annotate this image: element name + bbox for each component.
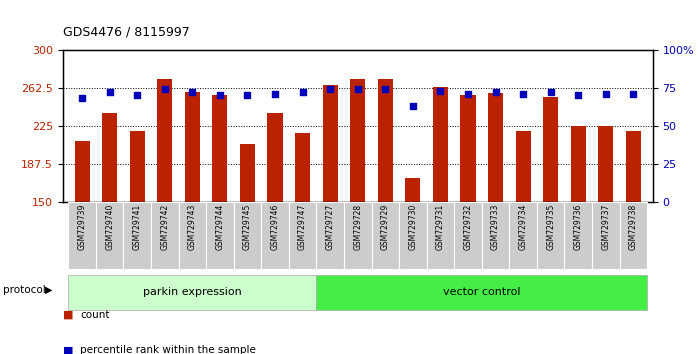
Point (572, 92, 584, 98)
Bar (350, 79, 365, 202)
Text: GSM729734: GSM729734 (519, 204, 528, 250)
Bar (322, 85, 338, 202)
Point (132, 92, 143, 98)
Text: GSM729745: GSM729745 (243, 204, 252, 250)
Bar (151, 202, 179, 269)
Bar (565, 202, 592, 269)
Bar (102, 114, 117, 202)
Bar (130, 131, 144, 202)
Point (297, 89, 309, 95)
Bar (316, 275, 647, 309)
Text: GSM729732: GSM729732 (463, 204, 473, 250)
Text: count: count (80, 310, 110, 320)
Bar (289, 202, 316, 269)
Bar (157, 79, 172, 202)
Bar (488, 93, 503, 202)
Bar (482, 202, 510, 269)
Bar (185, 92, 200, 202)
Point (545, 89, 556, 95)
Point (490, 89, 501, 95)
Text: GSM729731: GSM729731 (436, 204, 445, 250)
Text: vector control: vector control (443, 287, 521, 297)
Text: GSM729735: GSM729735 (546, 204, 555, 250)
Text: ■: ■ (63, 310, 73, 320)
Point (77, 96, 88, 101)
Bar (461, 95, 475, 202)
Text: GSM729747: GSM729747 (298, 204, 307, 250)
Bar (378, 79, 393, 202)
Text: ■: ■ (63, 346, 73, 354)
Text: GSM729741: GSM729741 (133, 204, 142, 250)
Text: GSM729736: GSM729736 (574, 204, 583, 250)
Bar (406, 178, 420, 202)
Point (104, 89, 115, 95)
Bar (234, 202, 261, 269)
Point (214, 92, 225, 98)
Text: parkin expression: parkin expression (143, 287, 242, 297)
Point (435, 88, 446, 93)
Point (269, 91, 281, 97)
Bar (212, 95, 228, 202)
Bar (75, 141, 89, 202)
Bar (371, 202, 399, 269)
Bar (96, 202, 124, 269)
Bar (626, 131, 641, 202)
Point (462, 91, 473, 97)
Bar (620, 202, 647, 269)
Bar (316, 202, 344, 269)
Text: GSM729733: GSM729733 (491, 204, 500, 250)
Point (600, 91, 611, 97)
Text: ▶: ▶ (45, 285, 52, 295)
Bar (426, 202, 454, 269)
Bar (598, 126, 614, 202)
Bar (543, 97, 558, 202)
Bar (179, 202, 206, 269)
Text: GSM729728: GSM729728 (353, 204, 362, 250)
Bar (516, 131, 530, 202)
Bar (433, 87, 448, 202)
Bar (267, 114, 283, 202)
Text: GSM729744: GSM729744 (216, 204, 225, 250)
Bar (571, 126, 586, 202)
Bar (124, 202, 151, 269)
Text: GSM729729: GSM729729 (381, 204, 389, 250)
Bar (295, 133, 310, 202)
Bar (68, 275, 316, 309)
Bar (454, 202, 482, 269)
Point (380, 86, 391, 92)
Text: GSM729727: GSM729727 (326, 204, 334, 250)
Point (517, 91, 528, 97)
Point (352, 86, 363, 92)
Bar (399, 202, 426, 269)
Text: protocol: protocol (3, 285, 46, 295)
Bar (537, 202, 565, 269)
Point (628, 91, 639, 97)
Text: GSM729738: GSM729738 (629, 204, 638, 250)
Bar (206, 202, 234, 269)
Point (242, 92, 253, 98)
Text: GDS4476 / 8115997: GDS4476 / 8115997 (63, 26, 190, 39)
Bar (68, 202, 96, 269)
Text: GSM729730: GSM729730 (408, 204, 417, 250)
Point (325, 86, 336, 92)
Bar (261, 202, 289, 269)
Point (407, 103, 418, 109)
Point (159, 86, 170, 92)
Bar (240, 144, 255, 202)
Text: GSM729742: GSM729742 (161, 204, 170, 250)
Text: GSM729737: GSM729737 (601, 204, 610, 250)
Text: GSM729739: GSM729739 (77, 204, 87, 250)
Bar (592, 202, 620, 269)
Text: GSM729746: GSM729746 (271, 204, 279, 250)
Point (187, 89, 198, 95)
Text: GSM729743: GSM729743 (188, 204, 197, 250)
Text: percentile rank within the sample: percentile rank within the sample (80, 346, 256, 354)
Bar (510, 202, 537, 269)
Text: GSM729740: GSM729740 (105, 204, 114, 250)
Bar (344, 202, 371, 269)
